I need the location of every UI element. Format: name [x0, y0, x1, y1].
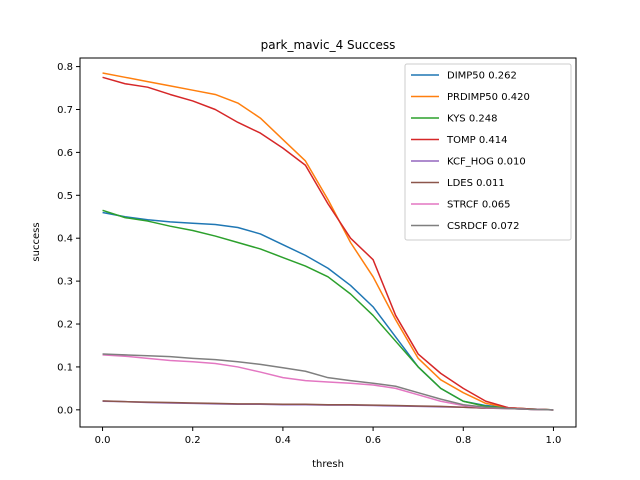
x-tick-label: 0.8: [455, 435, 471, 446]
y-tick-label: 0.0: [57, 405, 73, 416]
x-axis-label: thresh: [312, 459, 344, 470]
legend: DIMP50 0.262 PRDIMP50 0.420 KYS 0.248 TOMP …: [404, 63, 572, 241]
series-line-1: [102, 211, 554, 411]
legend-label: KCF_HOG 0.010: [447, 157, 526, 168]
y-axis: 0.0 0.1 0.2 0.3 0.4 0.5 0.6 0.7 0.8: [57, 62, 80, 416]
x-tick-label: 1.0: [546, 435, 562, 446]
legend-label: LDES 0.011: [447, 178, 505, 189]
y-tick-label: 0.4: [57, 234, 73, 245]
plot-frame: [79, 57, 577, 428]
plot-area: [102, 72, 554, 411]
legend-label: KYS 0.248: [447, 114, 497, 125]
legend-label: STRCF 0.065: [447, 200, 510, 211]
series-line-2: [102, 72, 554, 411]
legend-label: TOMP 0.414: [446, 135, 507, 146]
series-line-8: [102, 353, 554, 411]
legend-label: PRDIMP50 0.420: [447, 92, 530, 103]
x-tick-label: 0.6: [365, 435, 381, 446]
y-axis-label: success: [31, 222, 42, 261]
y-tick-label: 0.3: [57, 277, 73, 288]
y-tick-label: 0.2: [57, 320, 73, 331]
x-axis: 0.0 0.2 0.4 0.6 0.8 1.0: [95, 427, 562, 446]
series-line-6: [102, 400, 554, 411]
y-tick-label: 0.6: [57, 148, 73, 159]
legend-label: DIMP50 0.262: [447, 71, 517, 82]
chart-title: park_mavic_4 Success: [261, 38, 396, 52]
series-line-3: [102, 209, 554, 411]
x-tick-label: 0.0: [95, 435, 111, 446]
y-tick-label: 0.7: [57, 105, 73, 116]
y-tick-label: 0.5: [57, 191, 73, 202]
y-tick-label: 0.8: [57, 62, 73, 73]
legend-box: [404, 63, 572, 241]
series-line-4: [102, 76, 554, 411]
y-tick-label: 0.1: [57, 362, 73, 373]
x-tick-label: 0.2: [185, 435, 201, 446]
x-tick-label: 0.4: [275, 435, 291, 446]
legend-label: CSRDCF 0.072: [447, 221, 520, 232]
